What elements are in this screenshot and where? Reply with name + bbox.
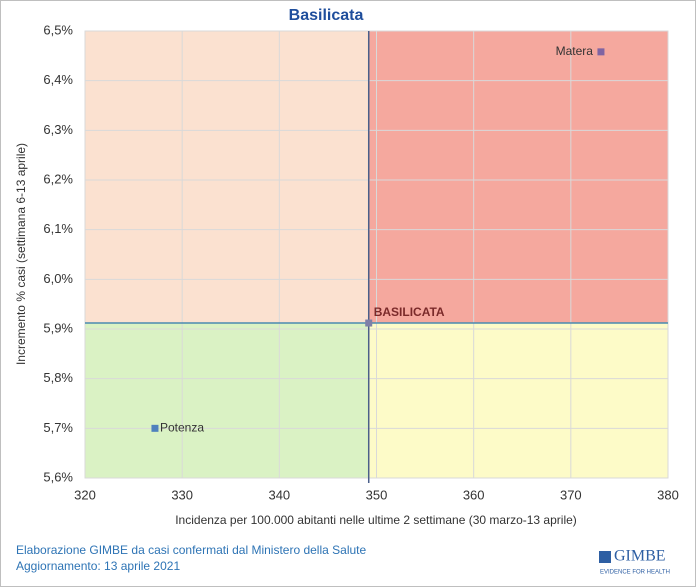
point-label: Potenza <box>160 421 204 435</box>
y-tick-label: 5,8% <box>43 370 73 385</box>
plot-border <box>84 30 669 479</box>
point <box>151 424 159 432</box>
x-tick-label: 340 <box>268 487 290 502</box>
x-tick-label: 350 <box>366 487 388 502</box>
footer-updated: Aggiornamento: 13 aprile 2021 <box>16 559 180 573</box>
quadrant <box>85 323 369 478</box>
chart-title: Basilicata <box>289 7 364 24</box>
y-tick-label: 6,2% <box>43 171 73 186</box>
logo: GIMBE <box>614 548 666 565</box>
y-tick-label: 6,5% <box>43 22 73 37</box>
point <box>365 319 373 327</box>
y-tick-label: 5,9% <box>43 320 73 335</box>
footer-source: Elaborazione GIMBE da casi confermati da… <box>16 543 367 557</box>
logo-tagline: EVIDENCE FOR HEALTH <box>600 570 670 576</box>
x-tick-label: 330 <box>171 487 193 502</box>
quadrant <box>368 31 668 324</box>
y-tick-label: 6,0% <box>43 271 73 286</box>
y-tick-label: 6,1% <box>43 221 73 236</box>
y-tick-label: 6,3% <box>43 122 73 137</box>
point-label: Matera <box>556 44 594 58</box>
quadrants <box>85 31 668 478</box>
y-tick-label: 6,4% <box>43 72 73 87</box>
x-tick-label: 360 <box>463 487 485 502</box>
point-label: BASILICATA <box>374 305 445 319</box>
x-tick-label: 370 <box>560 487 582 502</box>
point <box>597 48 605 56</box>
logo-icon <box>599 551 611 563</box>
x-axis-label: Incidenza per 100.000 abitanti nelle ult… <box>175 513 577 527</box>
x-tick-label: 380 <box>657 487 679 502</box>
quadrant <box>368 323 668 478</box>
quadrant <box>85 31 369 324</box>
x-tick-label: 320 <box>74 487 96 502</box>
y-tick-label: 5,6% <box>43 469 73 484</box>
y-axis-label: Incremento % casi (settimana 6-13 aprile… <box>14 143 28 365</box>
y-tick-label: 5,7% <box>43 420 73 435</box>
